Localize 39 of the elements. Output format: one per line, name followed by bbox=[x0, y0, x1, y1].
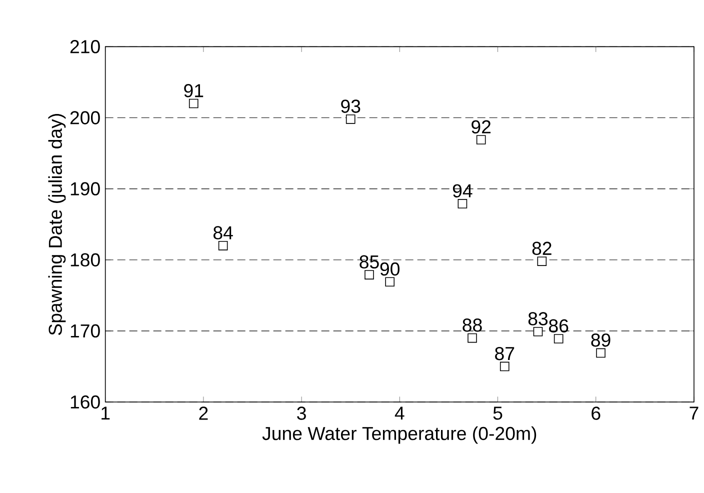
point bbox=[476, 135, 486, 144]
annotation: 82 bbox=[532, 242, 552, 256]
annotation: 87 bbox=[495, 346, 514, 360]
point bbox=[188, 98, 198, 108]
annotation: 83 bbox=[528, 312, 548, 326]
y-tick-label: 170 bbox=[70, 324, 100, 338]
annotation: 88 bbox=[462, 318, 482, 332]
x-tick-label: 6 bbox=[592, 406, 600, 420]
y-tick-label: 160 bbox=[70, 395, 100, 409]
x-tick-label: 4 bbox=[394, 406, 404, 420]
point bbox=[385, 277, 395, 287]
point bbox=[554, 334, 564, 344]
point bbox=[533, 326, 543, 336]
point bbox=[596, 348, 606, 358]
x-tick-label: 7 bbox=[690, 406, 698, 420]
y-tick-label: 210 bbox=[70, 40, 100, 54]
y-tick-label: 200 bbox=[70, 111, 100, 124]
annotation: 91 bbox=[184, 84, 204, 98]
point bbox=[500, 362, 510, 372]
x-tick-label: 1 bbox=[102, 406, 110, 420]
annotation: 89 bbox=[591, 333, 610, 347]
x-tick-label: 5 bbox=[493, 406, 502, 420]
point bbox=[468, 333, 477, 343]
point bbox=[458, 199, 468, 208]
annotation: 93 bbox=[341, 100, 360, 113]
y-tick-label: 190 bbox=[70, 182, 100, 196]
x-axis-title: June Water Temperature (0-20m) bbox=[262, 426, 536, 444]
annotation: 92 bbox=[472, 120, 491, 134]
y-axis-title: Spawning Date (julian day) bbox=[48, 114, 66, 336]
annotation: 90 bbox=[380, 262, 400, 276]
point bbox=[218, 240, 228, 250]
x-tick-label: 3 bbox=[297, 406, 306, 420]
point bbox=[364, 270, 374, 280]
y-tick-label: 180 bbox=[70, 253, 100, 266]
annotation: 84 bbox=[214, 226, 233, 240]
point bbox=[537, 256, 547, 266]
point bbox=[346, 114, 356, 124]
annotation: 86 bbox=[549, 319, 568, 332]
x-tick-label: 2 bbox=[199, 406, 208, 420]
